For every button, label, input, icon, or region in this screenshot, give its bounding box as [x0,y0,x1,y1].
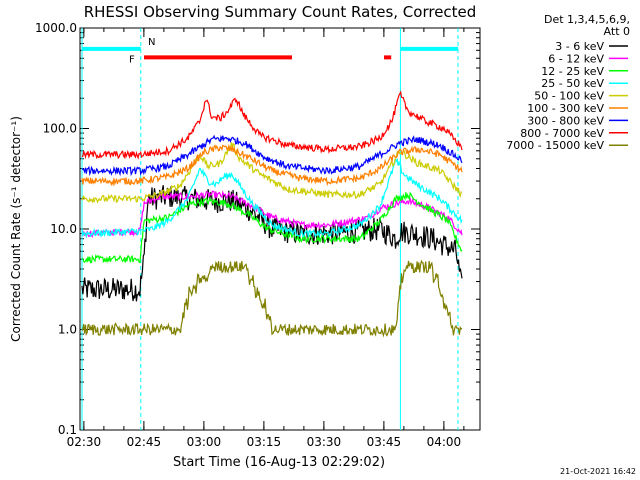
chart-title: RHESSI Observing Summary Count Rates, Co… [84,3,477,21]
plot-area: 0.1 1.0 10.0 100.0 1000.0 02:30 02:45 03:00 03:1… [35,21,481,449]
series-line-5 [81,142,463,204]
legend-header: Att 0 [604,25,630,38]
series-line-8 [81,90,463,160]
series-line-1 [81,185,463,302]
y-tick-label: 1.0 [58,323,77,337]
legend-label: 6 - 12 keV [548,52,604,65]
series-line-6 [81,143,463,187]
series-line-7 [81,134,463,177]
status-bar-label: F [129,54,135,65]
y-tick-label: 0.1 [58,423,77,437]
legend-label: 50 - 100 keV [534,90,604,103]
y-axis-label: Corrected Count Rate (s⁻¹ detector⁻¹) [9,116,23,342]
series-line-3 [81,191,463,264]
legend-label: 25 - 50 keV [541,77,604,90]
legend-label: 800 - 7000 keV [520,127,604,140]
x-tick-label: 03:30 [307,435,342,449]
legend-label: 3 - 6 keV [555,40,604,53]
series-line-4 [81,156,463,239]
x-tick-label: 03:00 [187,435,222,449]
series-line-9 [81,259,463,338]
x-tick-label: 03:45 [367,435,402,449]
x-axis-label: Start Time (16-Aug-13 02:29:02) [173,455,385,470]
legend-label: 7000 - 15000 keV [506,139,604,152]
legend-label: 12 - 25 keV [541,65,604,78]
series-line-2 [81,190,463,239]
x-tick-label: 04:00 [427,435,462,449]
x-tick-label: 02:30 [67,435,102,449]
y-tick-label: 10.0 [50,222,77,236]
x-tick-label: 02:45 [127,435,162,449]
legend-header: Det 1,3,4,5,6,9, [544,13,630,26]
y-tick-label: 1000.0 [35,21,77,35]
footer-date: 21-Oct-2021 16:42 [560,467,636,476]
legend-label: 100 - 300 keV [527,102,604,115]
x-tick-label: 03:15 [247,435,282,449]
y-tick-label: 100.0 [43,122,77,136]
legend-label: 300 - 800 keV [527,114,604,127]
status-bar-label: N [148,37,155,48]
